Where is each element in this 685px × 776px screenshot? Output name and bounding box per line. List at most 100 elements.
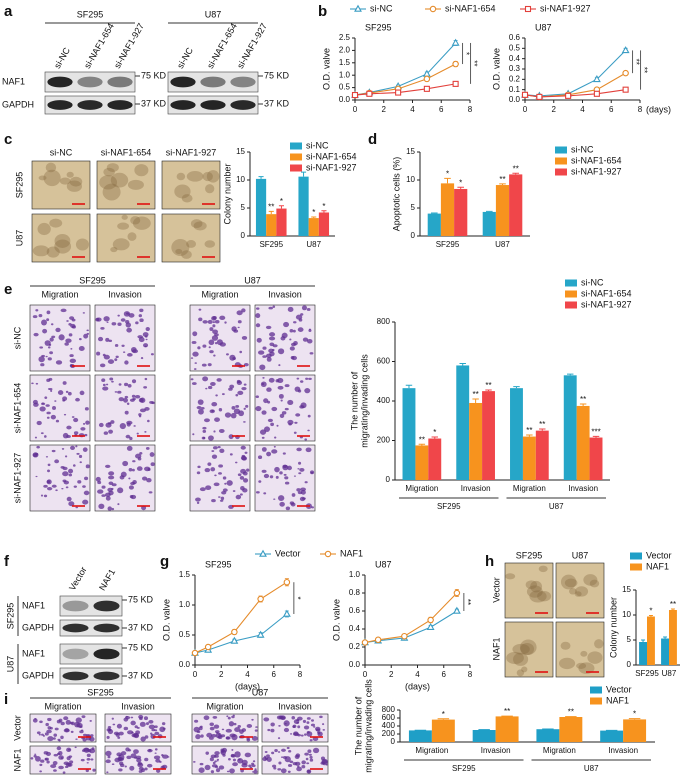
stained-cell xyxy=(75,445,78,448)
stained-cell xyxy=(237,758,244,764)
stained-cell xyxy=(280,336,286,341)
stained-cell xyxy=(289,501,295,505)
stained-cell xyxy=(139,721,146,727)
stained-cell xyxy=(42,734,46,737)
stained-cell xyxy=(213,430,216,433)
colony-spot xyxy=(505,573,516,580)
error-bar xyxy=(444,177,451,184)
stained-cell xyxy=(44,396,48,399)
stained-cell xyxy=(262,377,265,379)
bar xyxy=(266,214,277,236)
stained-cell xyxy=(101,494,106,497)
legend-label: NAF1 xyxy=(646,561,669,571)
significance-label: * xyxy=(442,710,445,719)
stained-cell xyxy=(298,461,302,465)
stained-cell xyxy=(145,446,150,450)
blot-band xyxy=(107,76,133,88)
significance-label: ** xyxy=(580,395,586,404)
stained-cell xyxy=(201,406,205,410)
colony-spot xyxy=(519,639,537,655)
stained-cell xyxy=(209,757,214,762)
series-line xyxy=(354,42,457,96)
legend-label: si-NAF1-654 xyxy=(581,288,632,298)
stained-cell xyxy=(192,331,198,337)
stained-cell xyxy=(236,310,243,316)
bar xyxy=(536,729,560,742)
stained-cell xyxy=(190,378,194,381)
stained-cell xyxy=(143,343,149,348)
stained-cell xyxy=(39,770,42,773)
stained-cell xyxy=(243,421,246,423)
colony-spot xyxy=(176,172,186,181)
error-bar xyxy=(641,639,646,642)
colony-spot xyxy=(530,580,543,593)
stained-cell xyxy=(102,386,109,391)
stained-cell xyxy=(263,492,267,495)
stained-cell xyxy=(294,421,298,424)
y-tick-label: 0.2 xyxy=(349,642,361,651)
stained-cell xyxy=(309,352,314,355)
stained-cell xyxy=(278,724,281,727)
stained-cell xyxy=(66,320,69,322)
stained-cell xyxy=(150,732,153,735)
micrograph xyxy=(96,213,156,263)
stained-cell xyxy=(262,355,267,358)
x-tick-label: Invasion xyxy=(481,746,511,755)
stained-cell xyxy=(45,355,48,358)
stained-cell xyxy=(129,494,134,499)
significance-label: ** xyxy=(463,599,472,605)
blot-band xyxy=(62,600,89,612)
stained-cell xyxy=(214,754,219,758)
stained-cell xyxy=(199,762,204,766)
stained-cell xyxy=(35,382,39,385)
stained-cell xyxy=(277,377,284,383)
stained-cell xyxy=(120,763,125,768)
stained-cell xyxy=(252,760,256,763)
column-label: Migration xyxy=(41,289,78,299)
x-tick-label: 0 xyxy=(363,670,368,679)
stained-cell xyxy=(46,378,51,383)
stained-cell xyxy=(283,321,290,328)
colony-spot xyxy=(186,171,204,182)
colony-spot xyxy=(526,585,543,598)
x-tick-label: SF295 xyxy=(635,669,659,678)
stained-cell xyxy=(34,718,37,720)
stained-cell xyxy=(219,499,224,502)
stained-cell xyxy=(106,735,110,739)
stained-cell xyxy=(84,433,88,437)
stained-cell xyxy=(63,716,69,721)
significance-label: ** xyxy=(268,202,274,211)
stained-cell xyxy=(251,735,258,741)
bar xyxy=(402,388,416,480)
y-tick-label: 5 xyxy=(411,203,416,212)
colony-spot xyxy=(130,216,141,225)
blot-band xyxy=(170,100,196,110)
stained-cell xyxy=(139,452,143,455)
stained-cell xyxy=(134,394,141,399)
y-tick-label: 2.5 xyxy=(339,33,351,42)
error-bar xyxy=(472,398,479,403)
data-point xyxy=(423,75,431,83)
stained-cell xyxy=(273,498,276,500)
stained-cell xyxy=(287,306,294,313)
lane-label: si-NC xyxy=(52,45,72,70)
stained-cell xyxy=(261,469,267,473)
stained-cell xyxy=(296,377,300,380)
y-axis-label: The number of xyxy=(349,371,359,430)
data-point xyxy=(257,595,264,603)
stained-cell xyxy=(255,395,259,399)
panel-letter: e xyxy=(4,281,12,298)
stained-cell xyxy=(234,751,241,758)
stained-cell xyxy=(47,388,51,390)
x-tick-label: 0 xyxy=(193,670,198,679)
stained-cell xyxy=(289,329,294,333)
x-tick-label: Migration xyxy=(513,484,546,493)
stained-cell xyxy=(293,431,297,434)
panel-letter: i xyxy=(4,691,8,708)
significance-label: ** xyxy=(485,381,491,390)
stained-cell xyxy=(45,404,50,407)
stained-cell xyxy=(55,489,58,492)
stained-cell xyxy=(228,758,231,761)
colony-spot xyxy=(38,175,47,181)
